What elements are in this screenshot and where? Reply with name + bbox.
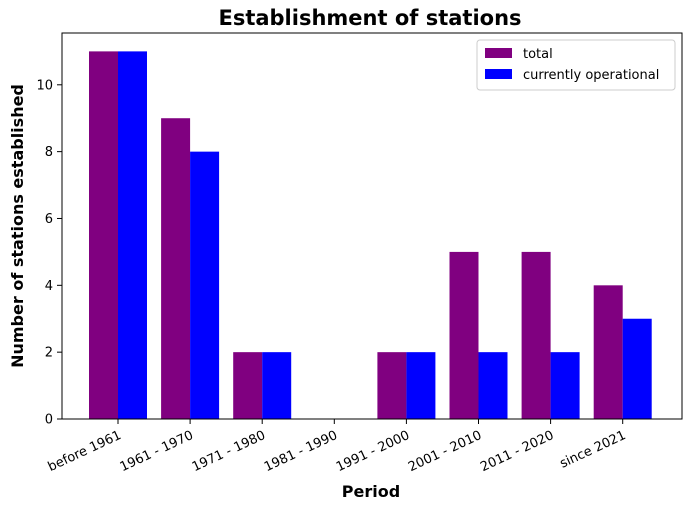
plot-area — [89, 51, 652, 420]
x-tick-label: 2011 - 2020 — [478, 428, 556, 475]
legend-label: total — [523, 47, 553, 62]
bar-operational — [622, 318, 652, 419]
legend-swatch — [485, 48, 512, 58]
x-tick-label: 1991 - 2000 — [334, 428, 412, 475]
bar-total — [161, 118, 191, 420]
bar-operational — [190, 151, 220, 419]
bar-total — [377, 352, 407, 419]
bar-total — [521, 251, 551, 419]
y-tick-label: 2 — [45, 346, 53, 361]
bar-operational — [118, 51, 147, 419]
bar-operational — [550, 352, 580, 419]
bar-total — [449, 251, 479, 419]
legend-label: currently operational — [523, 68, 659, 83]
legend: total currently operational — [476, 39, 676, 91]
y-tick-label: 4 — [45, 279, 53, 294]
y-tick-label: 8 — [45, 145, 53, 160]
bar-total — [89, 51, 118, 419]
bar-operational — [406, 352, 436, 419]
bar-operational — [478, 352, 508, 419]
x-tick-label: 2001 - 2010 — [406, 428, 484, 475]
bar-total — [593, 285, 623, 419]
chart-title: Establishment of stations — [218, 6, 521, 30]
x-tick-label: 1981 - 1990 — [262, 428, 340, 475]
x-axis-label: Period — [342, 482, 400, 501]
y-tick-label: 6 — [45, 212, 53, 227]
y-tick-label: 10 — [36, 78, 53, 93]
axes-frame — [61, 32, 683, 420]
x-tick-label: since 2021 — [558, 428, 629, 472]
y-tick-label: 0 — [45, 413, 53, 428]
legend-swatch — [485, 69, 512, 79]
bar-operational — [262, 352, 292, 419]
x-tick-label: before 1961 — [46, 428, 124, 475]
y-axis-label: Number of stations established — [8, 84, 27, 368]
y-axis: 0 2 4 6 8 10 — [36, 78, 62, 428]
bar-total — [233, 352, 263, 419]
legend-box — [476, 39, 676, 91]
x-tick-label: 1961 - 1970 — [118, 428, 196, 475]
x-tick-label: 1971 - 1980 — [190, 428, 268, 475]
